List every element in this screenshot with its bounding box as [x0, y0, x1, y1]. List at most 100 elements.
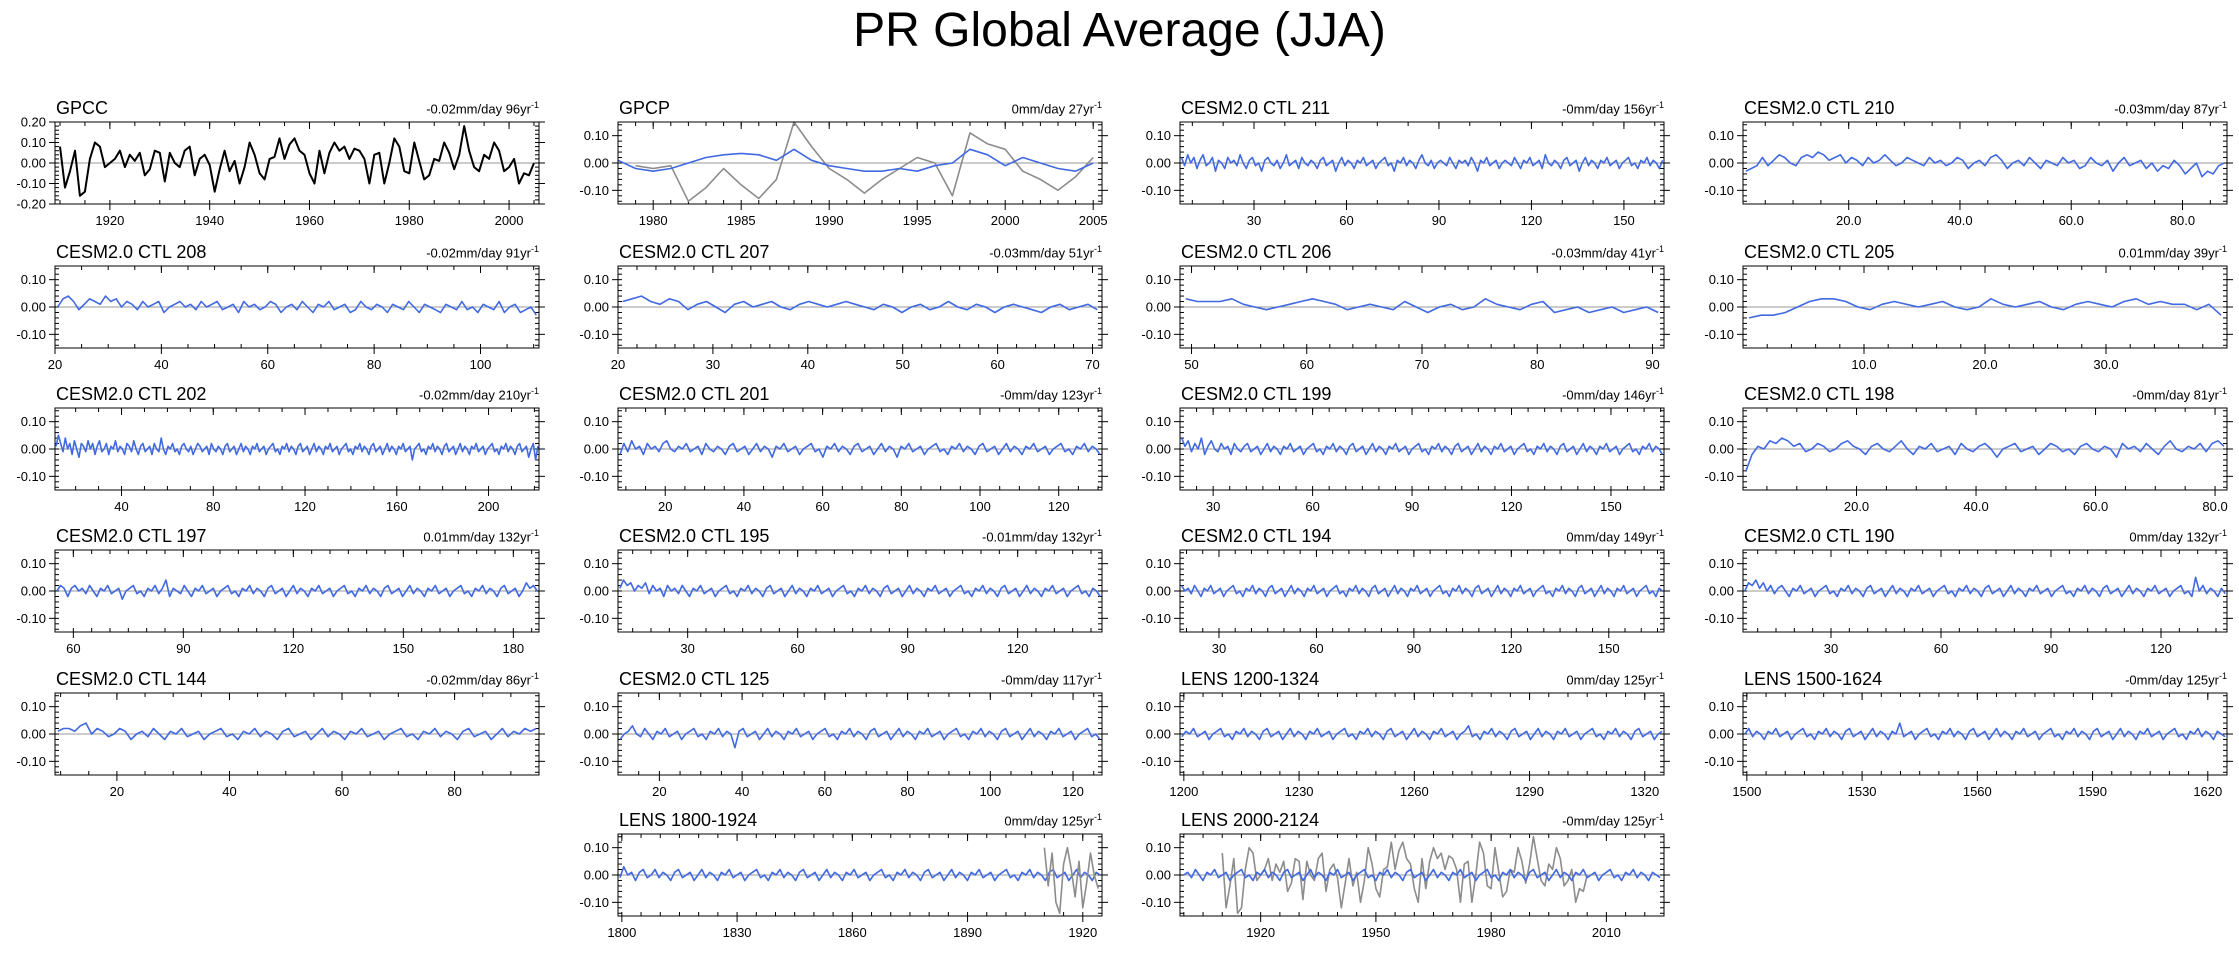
x-tick-label: 80.0 — [2170, 213, 2195, 228]
chart-panel: CESM2.0 CTL 205 0.01mm/day 39yr-1 10.0 20.0… — [1688, 242, 2239, 392]
chart-plot: 20 40 60 80 100 120 0.10 0.00 -0.10 — [579, 692, 1108, 799]
x-tick-label: 60 — [1934, 641, 1948, 656]
panel-title: CESM2.0 CTL 125 — [619, 669, 770, 689]
chart-plot: 50 60 70 80 90 0.10 0.00 -0.10 — [1141, 265, 1670, 372]
trend-text: 0.01mm/day 39yr — [2118, 245, 2219, 261]
chart-plot: 1800 1830 1860 1890 1920 0.10 0.00 -0.10 — [579, 833, 1108, 940]
y-tick-label: 0.00 — [21, 300, 46, 315]
y-tick-label: 0.00 — [584, 300, 609, 315]
x-tick-label: 80.0 — [2202, 499, 2227, 514]
x-tick-label: 120 — [2150, 641, 2172, 656]
y-tick-label: 0.00 — [1146, 584, 1171, 599]
y-tick-label: -0.10 — [579, 895, 609, 910]
trend-text: -0.03mm/day 87yr — [2114, 101, 2219, 117]
x-tick-label: 20.0 — [1844, 499, 1869, 514]
x-tick-label: 1950 — [1361, 925, 1390, 940]
x-tick-label: 90 — [1432, 213, 1446, 228]
panel-title: CESM2.0 CTL 202 — [56, 384, 207, 404]
chart-plot: 20 40 60 80 100 0.10 0.00 -0.10 — [16, 265, 545, 372]
x-tick-label: 200 — [478, 499, 500, 514]
trend-label: -0mm/day 125yr-1 — [2125, 671, 2227, 687]
chart-plot: 1920 1940 1960 1980 2000 0.20 0.10 0.00 -0.10 -0.… — [16, 115, 545, 228]
x-tick-label: 1980 — [395, 213, 424, 228]
trend-text: 0mm/day 149yr — [1566, 529, 1656, 545]
trend-label: 0.01mm/day 132yr-1 — [423, 528, 539, 544]
x-tick-label: 1230 — [1285, 784, 1314, 799]
model-series-line — [1745, 437, 2225, 472]
y-tick-label: -0.10 — [1704, 611, 1734, 626]
trend-label: -0.01mm/day 132yr-1 — [982, 528, 1102, 544]
y-tick-label: 0.00 — [1146, 868, 1171, 883]
trend-exponent: -1 — [2218, 671, 2227, 681]
x-tick-label: 1260 — [1400, 784, 1429, 799]
x-tick-label: 120 — [1521, 213, 1543, 228]
x-tick-label: 60.0 — [2059, 213, 2084, 228]
y-tick-label: 0.10 — [21, 556, 46, 571]
x-tick-label: 1200 — [1169, 784, 1198, 799]
model-series-line — [619, 865, 1101, 882]
chart-panel: CESM2.0 CTL 207 -0.03mm/day 51yr-1 20 30 40 5… — [563, 242, 1123, 392]
y-tick-label: 0.10 — [584, 128, 609, 143]
y-tick-label: 0.10 — [21, 272, 46, 287]
chart-panel: CESM2.0 CTL 199 -0mm/day 146yr-1 30 60 90 120… — [1125, 384, 1685, 534]
x-tick-label: 80 — [894, 499, 908, 514]
chart-panel: CESM2.0 CTL 202 -0.02mm/day 210yr-1 40 80 12… — [0, 384, 560, 534]
y-tick-label: -0.10 — [579, 183, 609, 198]
panel-title: GPCC — [56, 98, 109, 118]
y-tick-label: 0.10 — [21, 135, 46, 150]
chart-panel: CESM2.0 CTL 206 -0.03mm/day 41yr-1 50 60 70 8… — [1125, 242, 1685, 392]
trend-exponent: -1 — [2218, 528, 2227, 538]
panel-title: CESM2.0 CTL 205 — [1744, 242, 1895, 262]
x-tick-label: 2000 — [495, 213, 524, 228]
chart-panel: CESM2.0 CTL 194 0mm/day 149yr-1 30 60 90 120 1… — [1125, 526, 1685, 676]
x-tick-label: 40.0 — [1947, 213, 1972, 228]
chart-plot: 20.0 40.0 60.0 80.0 0.10 0.00 -0.10 — [1704, 407, 2233, 514]
y-tick-label: -0.10 — [16, 176, 46, 191]
chart-plot: 20 30 40 50 60 70 0.10 0.00 -0.10 — [579, 265, 1108, 372]
x-tick-label: 60.0 — [2083, 499, 2108, 514]
trend-exponent: -1 — [530, 671, 539, 681]
y-tick-label: 0.10 — [584, 272, 609, 287]
trend-label: 0mm/day 125yr-1 — [1004, 812, 1102, 828]
chart-panel: CESM2.0 CTL 125 -0mm/day 117yr-1 20 40 60 80 1… — [563, 669, 1123, 819]
x-tick-label: 180 — [502, 641, 524, 656]
x-tick-label: 30 — [1824, 641, 1838, 656]
panel-title: GPCP — [619, 98, 671, 118]
y-tick-label: 0.00 — [1709, 584, 1734, 599]
x-tick-label: 60 — [1300, 357, 1314, 372]
y-tick-label: 0.00 — [1146, 442, 1171, 457]
x-tick-label: 80 — [206, 499, 220, 514]
panel-title: LENS 2000-2124 — [1181, 810, 1320, 830]
trend-label: -0.03mm/day 41yr-1 — [1551, 244, 1664, 260]
y-tick-label: -0.10 — [1141, 327, 1171, 342]
y-tick-label: 0.00 — [21, 727, 46, 742]
x-tick-label: 1985 — [727, 213, 756, 228]
trend-text: 0mm/day 125yr — [1566, 672, 1656, 688]
trend-exponent: -1 — [1655, 244, 1664, 254]
trend-label: -0mm/day 156yr-1 — [1562, 100, 1664, 116]
x-tick-label: 90 — [1407, 641, 1421, 656]
trend-label: -0.02mm/day 86yr-1 — [426, 671, 539, 687]
x-tick-label: 1860 — [838, 925, 867, 940]
x-tick-label: 60 — [1309, 641, 1323, 656]
chart-plot: 10.0 20.0 30.0 0.10 0.00 -0.10 — [1704, 265, 2233, 372]
trend-exponent: -1 — [1655, 386, 1664, 396]
x-tick-label: 2010 — [1592, 925, 1621, 940]
chart-plot: 20.0 40.0 60.0 80.0 0.10 0.00 -0.10 — [1704, 121, 2233, 228]
x-tick-label: 1980 — [639, 213, 668, 228]
trend-text: -0.02mm/day 91yr — [426, 245, 531, 261]
y-tick-label: 0.10 — [1146, 272, 1171, 287]
trend-exponent: -1 — [2218, 386, 2227, 396]
chart-panel: CESM2.0 CTL 210 -0.03mm/day 87yr-1 20.0 40.… — [1688, 98, 2239, 248]
trend-label: -0mm/day 81yr-1 — [2132, 386, 2227, 402]
panel-title: LENS 1500-1624 — [1744, 669, 1883, 689]
x-tick-label: 120 — [1501, 499, 1523, 514]
x-tick-label: 1990 — [815, 213, 844, 228]
trend-text: -0.02mm/day 96yr — [426, 101, 531, 117]
trend-text: -0mm/day 117yr — [1001, 672, 1094, 688]
trend-label: 0mm/day 125yr-1 — [1566, 671, 1664, 687]
x-tick-label: 1960 — [295, 213, 324, 228]
y-tick-label: 0.10 — [584, 414, 609, 429]
x-tick-label: 1800 — [607, 925, 636, 940]
x-tick-label: 150 — [1600, 499, 1622, 514]
